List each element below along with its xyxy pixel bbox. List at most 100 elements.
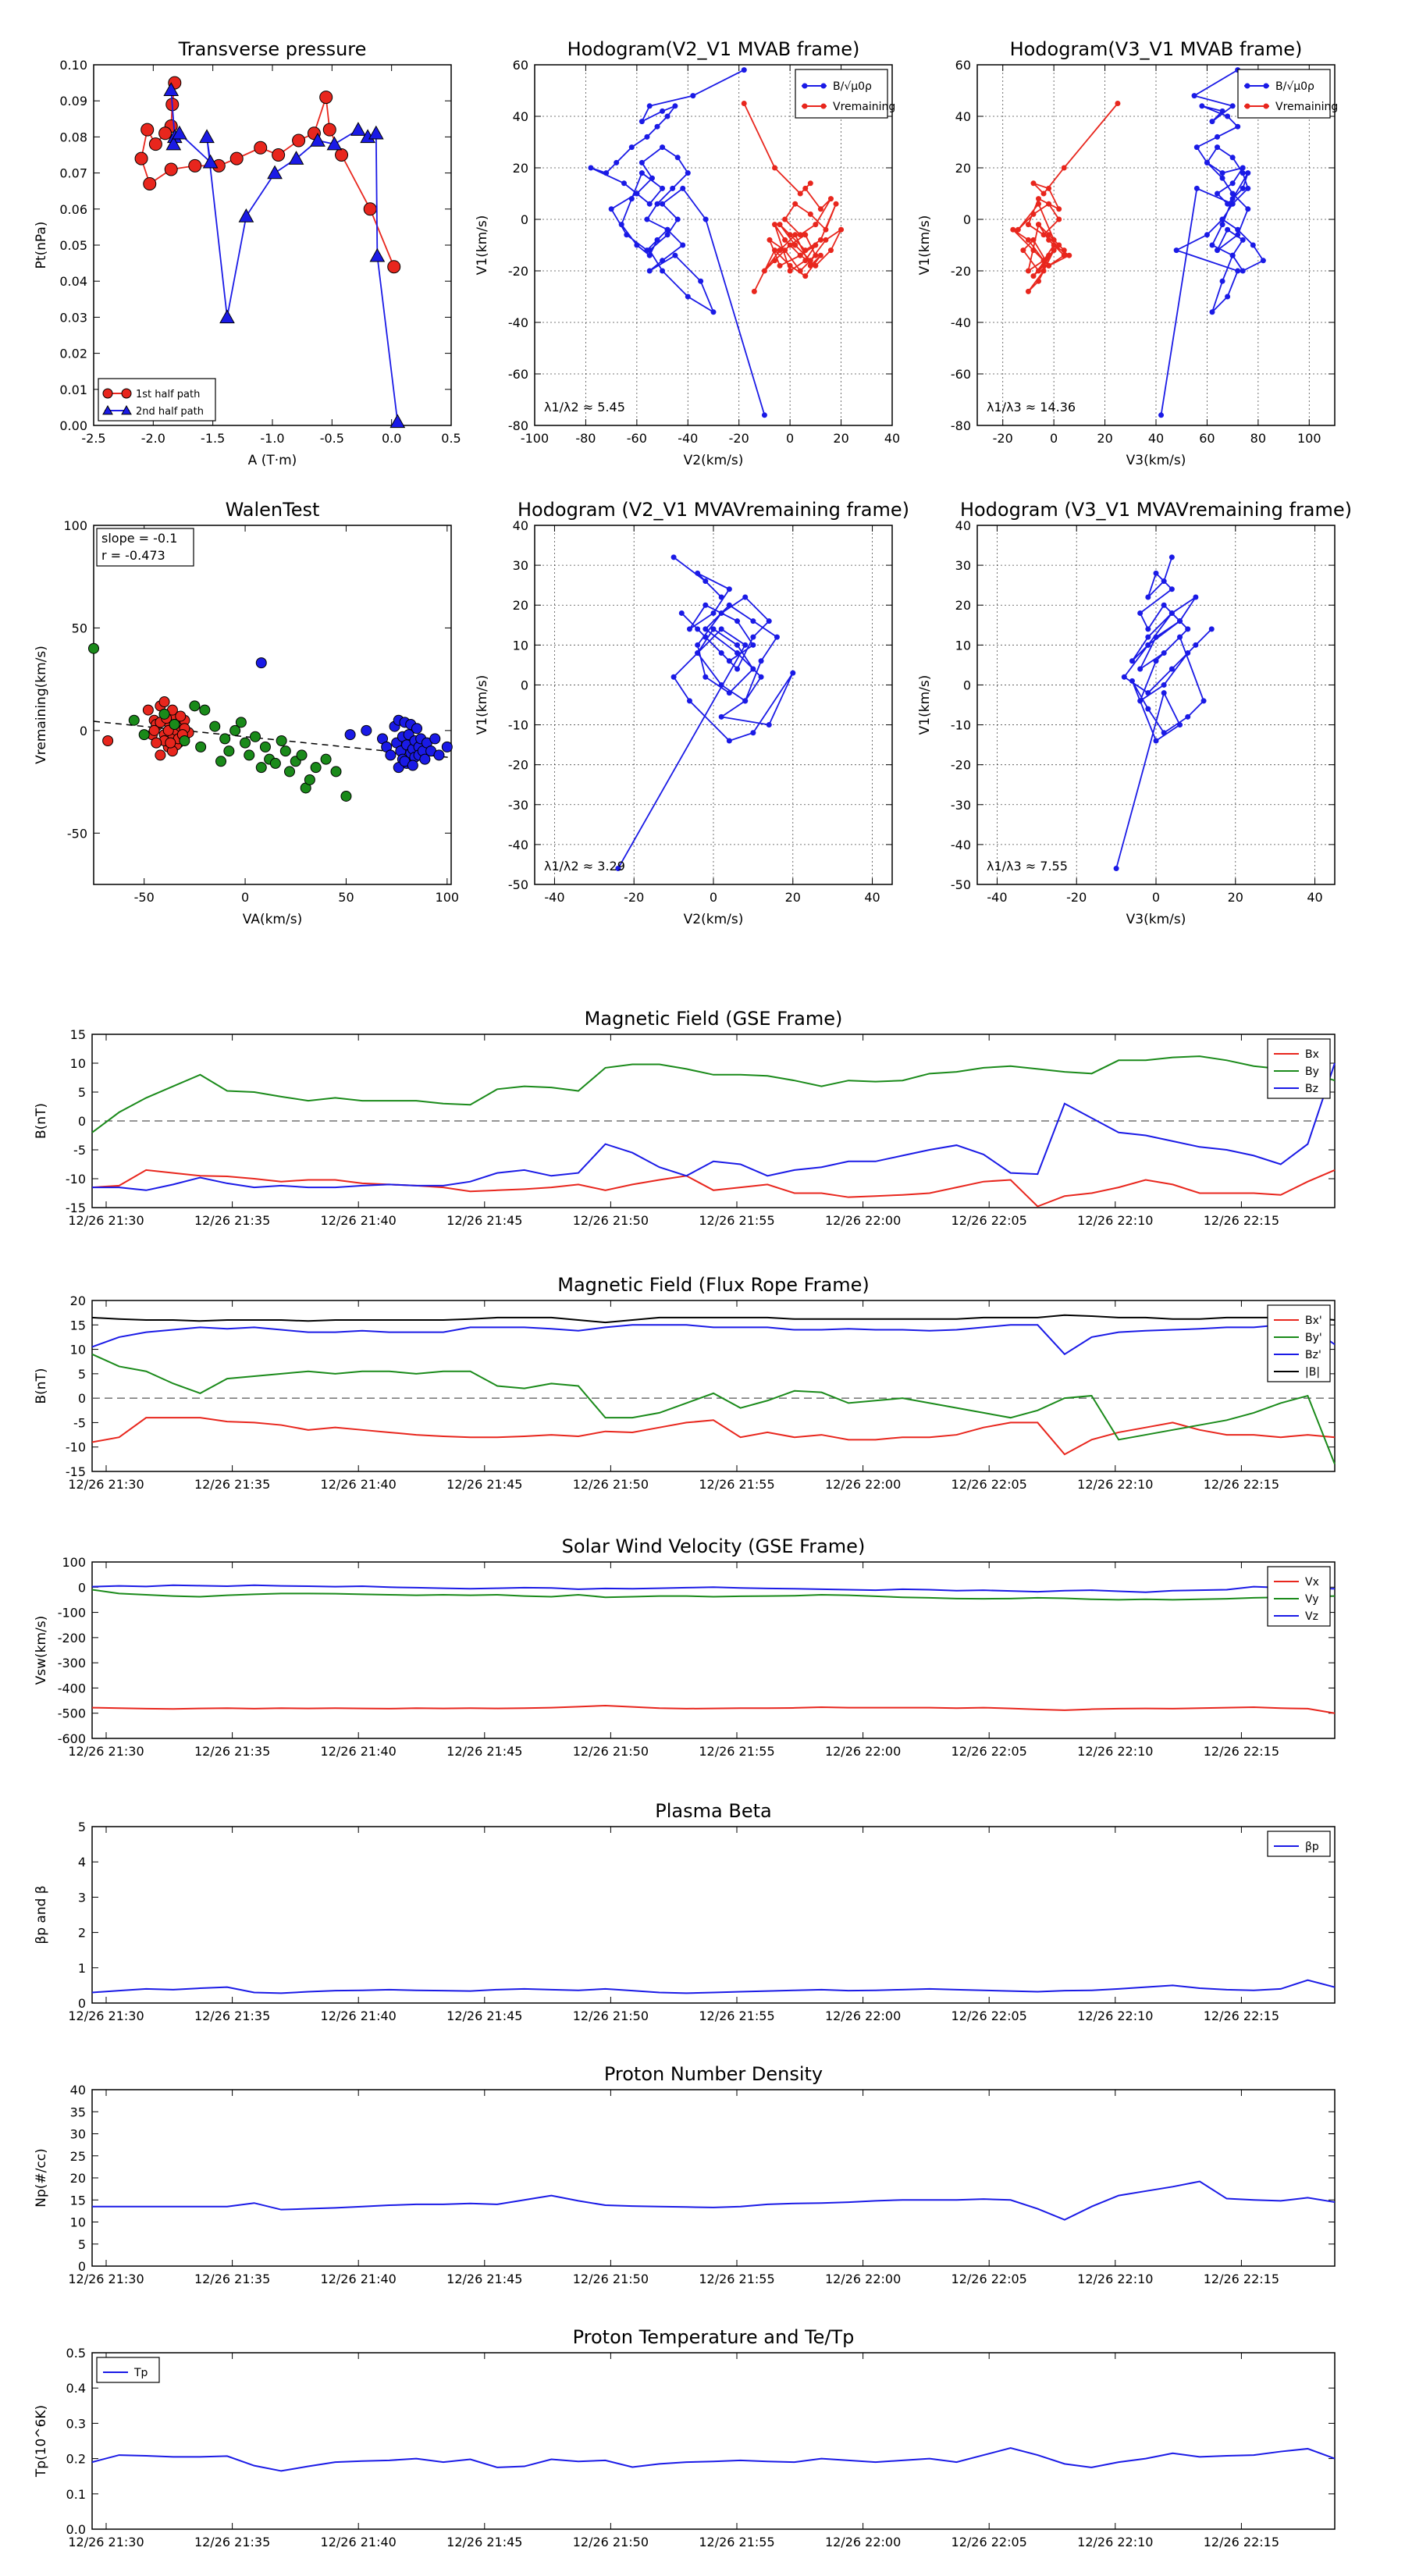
y-tick-label: -20 (508, 758, 528, 773)
y-axis-label: B(nT) (34, 1103, 49, 1139)
x-tick-label: -40 (987, 890, 1007, 905)
data-point (792, 232, 799, 238)
series-line (1012, 102, 1119, 293)
x-tick-label: 0 (241, 890, 249, 905)
legend-box (1267, 1038, 1331, 1099)
x-tick-label: 100 (1297, 431, 1321, 446)
data-point (292, 133, 306, 148)
data-point (148, 724, 160, 736)
data-point (304, 774, 315, 785)
data-point (1225, 201, 1231, 207)
data-point (1200, 698, 1207, 704)
data-point (229, 151, 244, 165)
y-tick-label: 30 (513, 558, 528, 573)
y-tick-label: -5 (73, 1143, 86, 1158)
data-point (1040, 232, 1047, 238)
data-point (223, 745, 235, 757)
data-point (758, 658, 764, 664)
plot-frame (91, 1826, 1336, 2004)
data-point (1199, 103, 1205, 109)
data-point (603, 170, 610, 176)
y-tick-label: 0 (78, 1996, 86, 2011)
data-point (726, 738, 732, 744)
data-point (1161, 681, 1167, 688)
data-point (1121, 674, 1127, 680)
data-point (369, 247, 386, 262)
legend-label: By' (1305, 1332, 1322, 1344)
data-point (1215, 190, 1221, 197)
data-point (1161, 650, 1167, 656)
y-tick-label: 4 (78, 1855, 86, 1870)
data-point (1145, 706, 1151, 712)
data-point (802, 232, 809, 238)
data-point (279, 745, 291, 757)
x-tick-label: 12/26 21:40 (321, 2535, 397, 2549)
data-point (674, 155, 681, 161)
data-point (774, 634, 780, 640)
legend-label: Vremaining (833, 101, 895, 113)
y-tick-label: 0.10 (59, 58, 87, 73)
data-point (672, 103, 678, 109)
y-tick-label: 5 (78, 2237, 86, 2252)
y-tick-label: -500 (58, 1706, 86, 1721)
data-point (735, 642, 741, 648)
data-point (1168, 554, 1175, 560)
data-point (1061, 247, 1067, 254)
data-point (1046, 252, 1052, 258)
ratio-annotation: λ1/λ2 ≈ 3.29 (544, 859, 625, 873)
data-point (1145, 642, 1151, 648)
x-tick-label: 60 (1199, 431, 1215, 446)
x-tick-label: 0.0 (382, 431, 401, 446)
data-point (219, 309, 235, 324)
data-point (1235, 226, 1241, 233)
x-tick-label: 12/26 22:00 (825, 2535, 901, 2549)
data-point (751, 288, 757, 294)
data-point (797, 190, 803, 197)
data-point (1030, 247, 1037, 254)
data-point (1137, 698, 1144, 704)
data-point (638, 119, 645, 125)
data-point (1235, 123, 1241, 130)
x-tick-label: 12/26 21:30 (68, 2272, 144, 2286)
series-line-np (92, 2180, 1336, 2221)
series-1st-half-path (134, 76, 401, 274)
data-point (1260, 258, 1266, 264)
x-tick-label: 12/26 21:50 (573, 2008, 649, 2023)
chart-walen-test: -50 0 50 100 -50 0 50 100 WalenTest VA(km/s) Vrema… (34, 499, 459, 927)
x-tick-label: 12/26 21:50 (573, 1213, 649, 1228)
data-point (654, 201, 660, 207)
data-point (158, 126, 173, 141)
data-point (670, 674, 677, 680)
chart-title: Magnetic Field (Flux Rope Frame) (557, 1274, 869, 1296)
x-tick-label: 12/26 21:55 (699, 1213, 774, 1228)
x-tick-label: 12/26 22:05 (951, 1744, 1027, 1759)
data-point (199, 129, 215, 144)
chart-proton-number-density: 12/26 21:30 12/26 21:35 12/26 21:40 12/26 2… (34, 2063, 1336, 2286)
y-tick-label: 40 (955, 518, 971, 533)
data-point (340, 790, 352, 802)
data-point (1168, 586, 1175, 592)
data-point (820, 83, 827, 89)
data-point (654, 237, 660, 243)
x-tick-label: 20 (1228, 890, 1243, 905)
y-tick-label: 2 (78, 1926, 86, 1941)
data-point (140, 123, 155, 137)
data-point (254, 141, 268, 155)
data-point (1185, 713, 1191, 720)
data-point (761, 412, 767, 418)
data-point (615, 866, 621, 872)
data-point (718, 650, 724, 656)
data-point (646, 268, 653, 274)
data-point (179, 735, 190, 746)
data-point (686, 698, 692, 704)
x-tick-label: 40 (1307, 890, 1322, 905)
data-point (1240, 185, 1246, 191)
data-point (1219, 278, 1225, 284)
y-tick-label: -50 (508, 877, 528, 892)
data-point (750, 634, 756, 640)
y-tick-label: 0.00 (59, 418, 87, 433)
data-point (1010, 226, 1016, 233)
data-point (634, 190, 640, 197)
data-point (695, 650, 701, 656)
data-point (1036, 222, 1042, 228)
